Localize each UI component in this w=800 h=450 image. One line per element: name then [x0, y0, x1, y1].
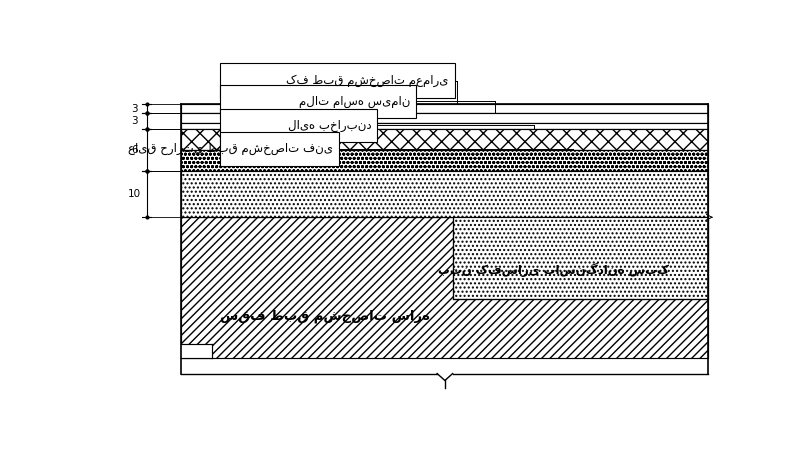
Bar: [182, 217, 708, 358]
Bar: [220, 132, 338, 166]
Bar: [182, 130, 708, 150]
Text: 6: 6: [130, 145, 138, 155]
Bar: [182, 344, 212, 358]
Text: 10: 10: [127, 189, 141, 199]
Text: 3: 3: [130, 104, 138, 114]
Text: کف طبق مشخصات معماری: کف طبق مشخصات معماری: [286, 74, 449, 87]
Bar: [220, 63, 455, 98]
Bar: [182, 113, 708, 122]
Bar: [182, 171, 708, 217]
Text: عایق حرارتی طبق مشخصات فنی: عایق حرارتی طبق مشخصات فنی: [128, 142, 333, 155]
Bar: [182, 104, 708, 113]
Bar: [453, 217, 708, 299]
Bar: [220, 85, 416, 118]
Text: بتن کفسازی باسنگدانه سبک: بتن کفسازی باسنگدانه سبک: [438, 262, 669, 277]
Bar: [182, 122, 708, 130]
Text: 3: 3: [130, 117, 138, 126]
Text: لایه بخاربند: لایه بخاربند: [288, 119, 371, 132]
Text: ملات ماسه سیمان: ملات ماسه سیمان: [298, 95, 410, 108]
Text: سقف طبق مشخصات سازه: سقف طبق مشخصات سازه: [220, 309, 430, 323]
Bar: [220, 108, 378, 142]
Bar: [182, 150, 708, 171]
